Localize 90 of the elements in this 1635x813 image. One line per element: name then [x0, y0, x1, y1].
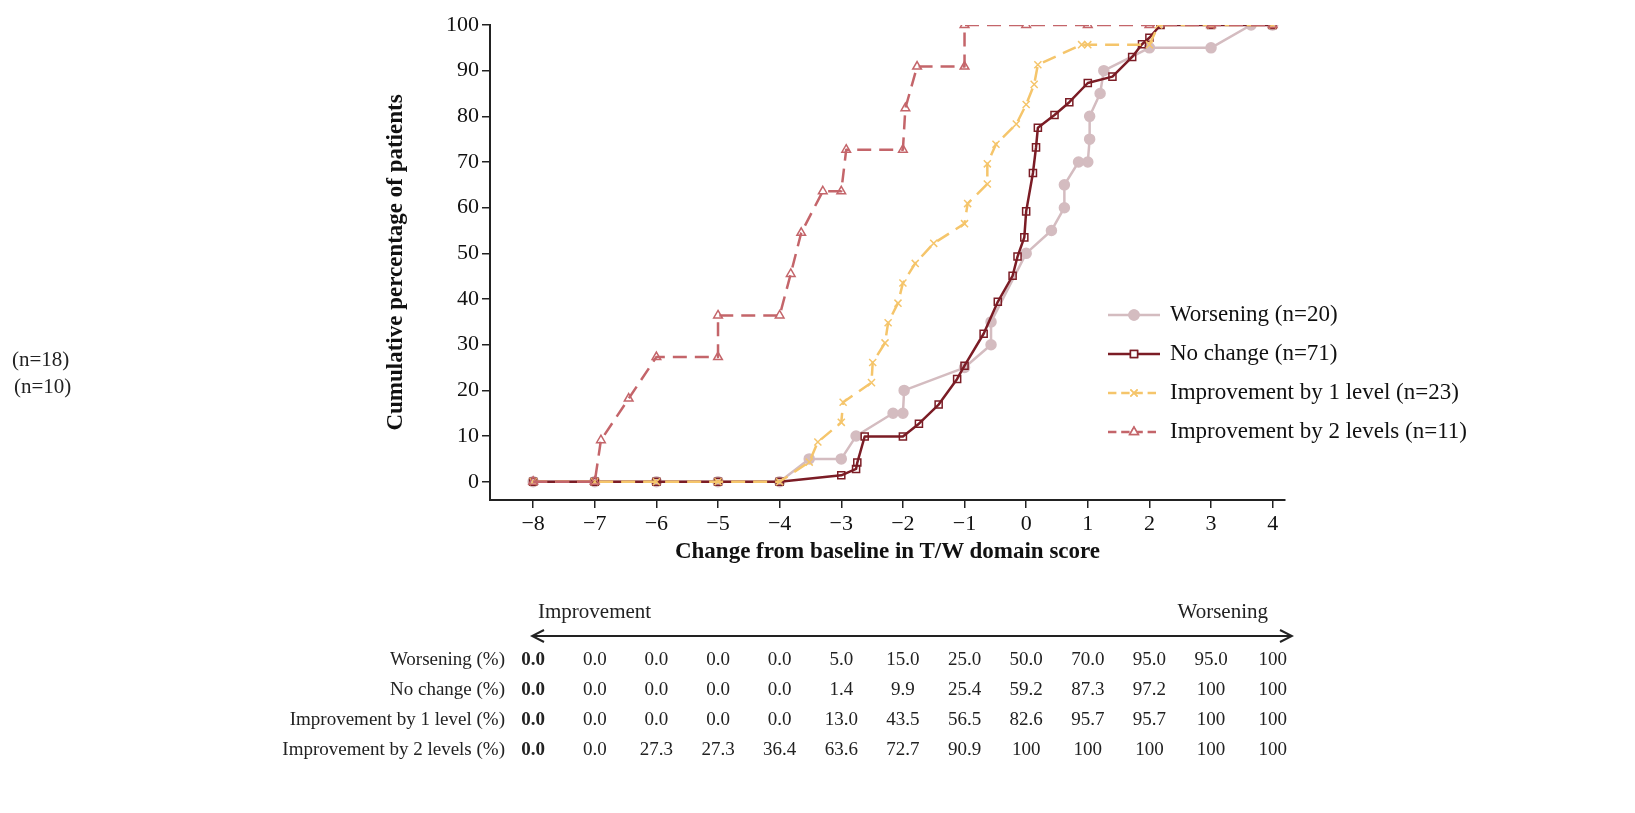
text: 0.0 — [582, 647, 607, 669]
text: 100 — [1196, 677, 1226, 699]
text: 27.3 — [701, 737, 735, 759]
text: 0.0 — [521, 647, 546, 669]
y-tick-label: 80 — [457, 102, 479, 128]
text: 0.0 — [706, 647, 730, 669]
text: 0.0 — [521, 677, 546, 699]
x-tick-label: −5 — [706, 509, 730, 535]
x-tick-label: 0 — [1020, 509, 1032, 535]
x-axis-title: Change from baseline in T/W domain score — [674, 538, 1101, 564]
y-tick-label: 90 — [457, 56, 479, 82]
legend-label: No change (n=71) — [1170, 340, 1338, 366]
y-tick-label: 0 — [468, 467, 479, 493]
text: 50.0 — [1009, 647, 1043, 669]
text: 95.0 — [1132, 647, 1167, 669]
text: 36.4 — [763, 737, 797, 759]
x-tick-label: −1 — [952, 509, 977, 535]
text: 9.9 — [891, 677, 915, 699]
text: 0.0 — [767, 707, 792, 729]
legend-label: Improvement by 1 level (n=23) — [1170, 379, 1459, 405]
text: 100 — [1135, 737, 1164, 759]
y-axis-title: Cumulative percentage of patients — [381, 94, 407, 431]
text: 95.7 — [1132, 707, 1167, 729]
text: 0.0 — [644, 677, 669, 699]
text: 72.7 — [886, 737, 920, 759]
text: 100 — [1258, 647, 1287, 669]
text: 15.0 — [886, 647, 920, 669]
text: 0.0 — [706, 677, 730, 699]
text: 0.0 — [644, 647, 669, 669]
x-tick-label: −4 — [767, 509, 792, 535]
text: 82.6 — [1009, 707, 1043, 729]
text: 100 — [1258, 737, 1287, 759]
text: 100 — [1196, 737, 1226, 759]
text: 0.0 — [644, 707, 669, 729]
text: Improvement by 1 level (%) — [289, 707, 505, 730]
x-tick-label: 4 — [1267, 509, 1279, 535]
x-tick-label: −8 — [521, 509, 545, 535]
text: 95.0 — [1194, 647, 1228, 669]
text: 0.0 — [521, 707, 546, 729]
text: 87.3 — [1071, 677, 1105, 699]
text: 0.0 — [582, 707, 607, 729]
text: (n=18) — [12, 346, 70, 371]
text: 5.0 — [829, 647, 854, 669]
text: No change (%) — [389, 677, 505, 700]
text: Worsening (%) — [389, 647, 505, 670]
x-tick-label: 2 — [1143, 509, 1155, 535]
x-tick-label: −7 — [583, 509, 607, 535]
text: 27.3 — [639, 737, 674, 759]
x-tick-label: −6 — [644, 509, 669, 535]
text: 59.2 — [1009, 677, 1043, 699]
text: 70.0 — [1071, 647, 1105, 669]
x-tick-label: −2 — [891, 509, 915, 535]
y-tick-label: 100 — [446, 10, 479, 36]
text: 25.4 — [947, 677, 982, 699]
y-tick-label: 70 — [457, 147, 479, 173]
text: 0.0 — [521, 737, 546, 759]
text: 0.0 — [767, 677, 792, 699]
y-tick-label: 20 — [457, 376, 479, 402]
text: 25.0 — [947, 647, 982, 669]
y-tick-label: 50 — [457, 239, 479, 265]
text: 100 — [1011, 737, 1041, 759]
x-tick-label: 3 — [1205, 509, 1217, 535]
text: 100 — [1196, 707, 1226, 729]
text: 100 — [1073, 737, 1103, 759]
text: 90.9 — [947, 737, 982, 759]
text: 56.5 — [947, 707, 982, 729]
y-tick-label: 60 — [457, 193, 479, 219]
text: 95.7 — [1071, 707, 1105, 729]
text: 100 — [1258, 677, 1287, 699]
text: 1.4 — [829, 677, 854, 699]
text: 97.2 — [1132, 677, 1167, 699]
text: 0.0 — [582, 677, 607, 699]
text: Improvement by 2 levels (%) — [282, 737, 505, 760]
x-tick-label: −3 — [829, 509, 853, 535]
text: Worsening — [1177, 598, 1269, 623]
x-tick-label: 1 — [1082, 509, 1094, 535]
legend-label: Worsening (n=20) — [1170, 301, 1338, 327]
text: 0.0 — [706, 707, 730, 729]
text: 100 — [1258, 707, 1287, 729]
y-tick-label: 30 — [457, 330, 479, 356]
text: 0.0 — [767, 647, 792, 669]
text: 13.0 — [824, 707, 858, 729]
text: Improvement — [538, 598, 652, 623]
legend-label: Improvement by 2 levels (n=11) — [1170, 418, 1467, 444]
text: 63.6 — [824, 737, 858, 759]
y-tick-label: 40 — [457, 284, 479, 310]
text: 43.5 — [886, 707, 920, 729]
y-tick-label: 10 — [457, 421, 479, 447]
text: (n=10) — [14, 373, 72, 398]
text: 0.0 — [582, 737, 607, 759]
